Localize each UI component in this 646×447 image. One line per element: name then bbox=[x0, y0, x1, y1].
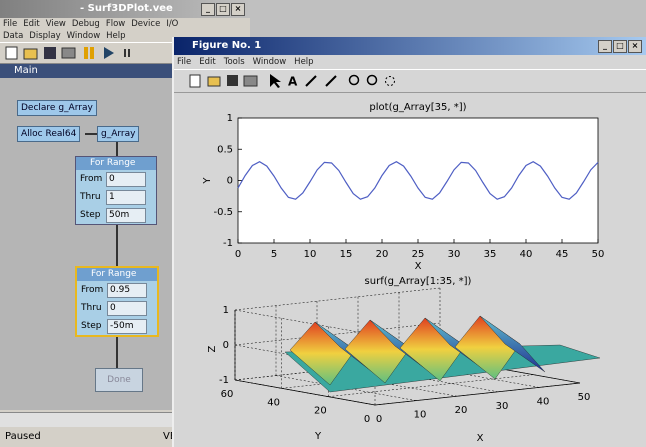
y-tick-label: 0 bbox=[364, 414, 370, 425]
x-tick-label: 30 bbox=[496, 401, 509, 412]
array-object[interactable]: g_Array bbox=[97, 126, 140, 142]
z-axis-label: Z bbox=[207, 345, 218, 352]
menu-item[interactable]: Window bbox=[252, 57, 287, 67]
menu-item[interactable]: Window bbox=[66, 31, 101, 41]
z-tick-label: -1 bbox=[219, 375, 229, 386]
z-tick-label: 0 bbox=[223, 340, 229, 351]
vee-title: - Surf3DPlot.vee bbox=[80, 3, 173, 14]
y-axis-label: Y bbox=[314, 431, 322, 442]
menu-item[interactable]: Debug bbox=[71, 19, 100, 29]
axis-line bbox=[234, 379, 376, 406]
menu-item[interactable]: Edit bbox=[199, 57, 216, 67]
x-tick-label: 35 bbox=[484, 249, 497, 260]
x-tick-label: 50 bbox=[592, 249, 605, 260]
vee-toolbar bbox=[0, 42, 250, 64]
status-right: VE bbox=[163, 431, 177, 442]
vee-menu-1: File Edit View Debug Flow Device I/O bbox=[0, 18, 250, 30]
status: Paused bbox=[5, 431, 41, 442]
field[interactable]: 0 bbox=[106, 171, 146, 187]
window-buttons[interactable]: _ □ × bbox=[597, 40, 642, 53]
y-tick-label: -0.5 bbox=[213, 207, 233, 218]
label: Thru bbox=[81, 303, 102, 313]
z-tick-label: 1 bbox=[223, 305, 229, 316]
menu-item[interactable]: Data bbox=[3, 31, 24, 41]
menu-item[interactable]: Device bbox=[131, 19, 161, 29]
grid-line bbox=[234, 287, 441, 311]
x-tick-label: 25 bbox=[412, 249, 425, 260]
axis-line bbox=[374, 382, 581, 406]
chart-title: surf(g_Array[1:35, *]) bbox=[365, 276, 472, 287]
menu-item[interactable]: I/O bbox=[166, 19, 179, 29]
x-tick-label: 45 bbox=[556, 249, 569, 260]
x-tick-label: 20 bbox=[455, 405, 468, 416]
svg-text:A: A bbox=[288, 75, 298, 89]
x-tick-label: 10 bbox=[414, 410, 427, 421]
menu-item[interactable]: Display bbox=[29, 31, 61, 41]
data-line bbox=[237, 161, 599, 200]
x-axis-label: X bbox=[415, 261, 422, 272]
field[interactable]: 0 bbox=[107, 300, 147, 316]
done-object[interactable]: Done bbox=[95, 368, 143, 392]
x-axis-label: X bbox=[477, 433, 484, 444]
label: Thru bbox=[80, 192, 101, 202]
menu-item[interactable]: Help bbox=[294, 57, 314, 67]
x-tick-label: 0 bbox=[376, 414, 382, 425]
x-tick-label: 10 bbox=[304, 249, 317, 260]
x-tick-label: 40 bbox=[520, 249, 533, 260]
figure-title-bar: Figure No. 1 _ □ × bbox=[174, 37, 646, 55]
field[interactable]: 50m bbox=[106, 207, 146, 223]
menu-item[interactable]: File bbox=[177, 57, 192, 67]
toolbar-icons bbox=[5, 46, 130, 60]
label: Step bbox=[80, 210, 101, 220]
menu-item[interactable]: Help bbox=[106, 31, 126, 41]
for-range-1[interactable]: For Range From 0 Thru 1 Step 50m bbox=[75, 156, 157, 225]
menu-item[interactable]: Edit bbox=[23, 19, 40, 29]
x-tick-label: 30 bbox=[448, 249, 461, 260]
vee-menu-2: Data Display Window Help bbox=[0, 30, 250, 42]
y-tick-label: 40 bbox=[267, 397, 280, 408]
y-tick-label: 60 bbox=[221, 389, 234, 400]
label: From bbox=[80, 174, 103, 184]
y-tick-label: -1 bbox=[223, 238, 233, 249]
y-axis-label: Y bbox=[202, 177, 213, 185]
grid-line bbox=[234, 309, 376, 336]
label: From bbox=[81, 285, 104, 295]
for-range-2[interactable]: For Range From 0.95 Thru 0 Step -50m bbox=[75, 266, 159, 337]
figure-title: Figure No. 1 bbox=[192, 40, 262, 51]
menu-item[interactable]: View bbox=[45, 19, 66, 29]
y-tick-label: 0 bbox=[227, 176, 233, 187]
alloc-object[interactable]: Alloc Real64 bbox=[17, 126, 81, 142]
y-tick-label: 0.5 bbox=[217, 144, 233, 155]
x-tick-label: 15 bbox=[340, 249, 353, 260]
x-tick-label: 0 bbox=[235, 249, 241, 260]
loop-title: For Range bbox=[76, 157, 156, 170]
figure-menu: File Edit Tools Window Help bbox=[174, 55, 646, 69]
field[interactable]: 0.95 bbox=[107, 282, 147, 298]
plot-area bbox=[237, 117, 599, 244]
x-tick-label: 50 bbox=[578, 392, 591, 403]
label: Step bbox=[81, 321, 102, 331]
field[interactable]: -50m bbox=[107, 318, 147, 334]
vee-title-bar: - Surf3DPlot.vee _ □ × bbox=[0, 0, 250, 18]
figure-toolbar: A bbox=[174, 69, 646, 93]
declare-object[interactable]: Declare g_Array bbox=[17, 100, 97, 116]
loop-title: For Range bbox=[77, 268, 157, 281]
surface-patches bbox=[284, 315, 601, 393]
window-buttons[interactable]: _ □ × bbox=[200, 3, 245, 16]
y-tick-label: 1 bbox=[227, 113, 233, 124]
x-tick-label: 40 bbox=[537, 396, 550, 407]
menu-item[interactable]: Flow bbox=[105, 19, 126, 29]
x-tick-label: 5 bbox=[271, 249, 277, 260]
y-tick-label: 20 bbox=[314, 406, 327, 417]
menu-item[interactable]: File bbox=[3, 19, 18, 29]
x-tick-label: 20 bbox=[376, 249, 389, 260]
field[interactable]: 1 bbox=[106, 189, 146, 205]
menu-item[interactable]: Tools bbox=[223, 57, 245, 67]
chart-title: plot(g_Array[35, *]) bbox=[369, 102, 466, 113]
